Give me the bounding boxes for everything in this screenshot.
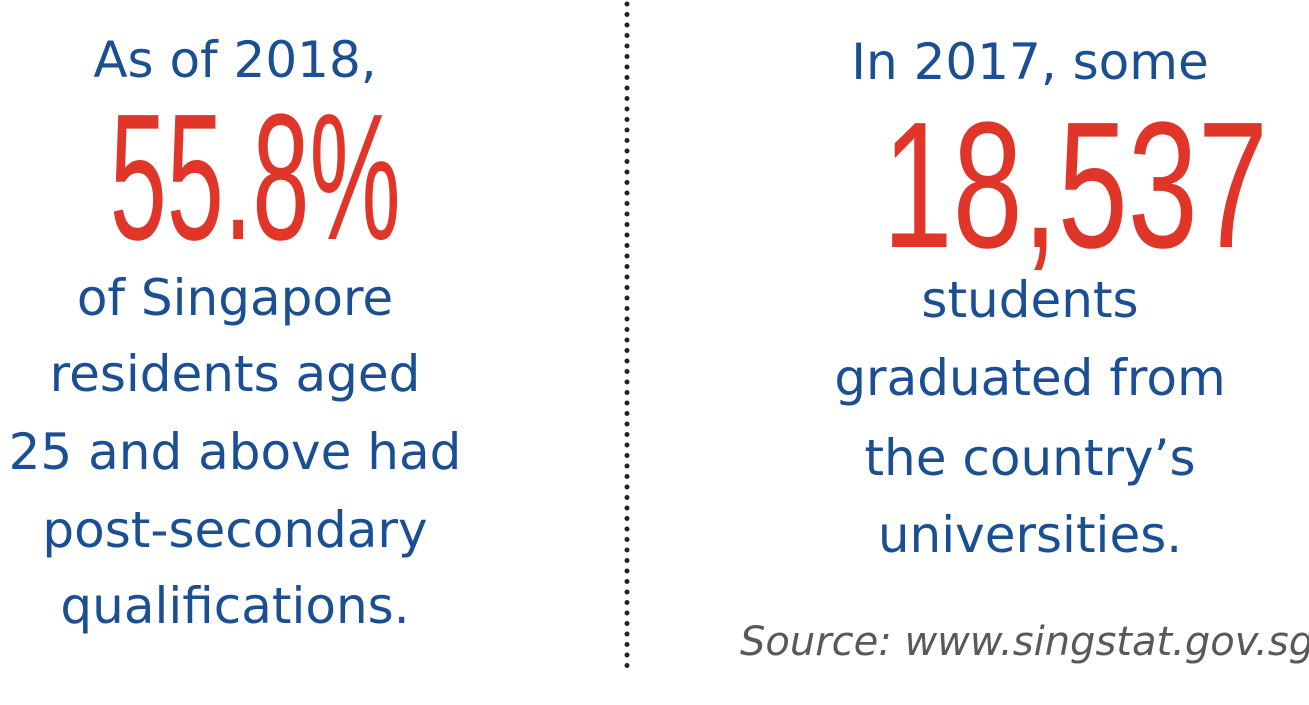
body-line: residents aged [49, 345, 421, 403]
left-panel: As of 2018, 55.8% of Singapore residents… [0, 0, 470, 705]
body-line: graduated from [834, 349, 1226, 407]
figure-text: 55.8% [109, 77, 401, 278]
body-line: of Singapore [76, 269, 394, 327]
body-line: universities. [877, 506, 1183, 564]
figure-text: 18,537 [882, 85, 1268, 286]
intro-text: As of 2018, [93, 31, 377, 89]
body-line: qualifications. [60, 577, 410, 635]
intro-text: In 2017, some [851, 33, 1209, 91]
body-line: the country’s [864, 429, 1196, 487]
right-panel: In 2017, some 18,537 students graduated … [800, 0, 1268, 705]
big-figure: 55.8% [0, 88, 470, 268]
body-line: students [921, 271, 1139, 329]
body-line: 25 and above had [8, 423, 462, 481]
body-line: post-secondary [42, 501, 428, 559]
source-note: Source: www.singstat.gov.sg [740, 619, 1309, 665]
big-figure: 18,537 [800, 96, 1268, 276]
divider [624, 1, 630, 675]
